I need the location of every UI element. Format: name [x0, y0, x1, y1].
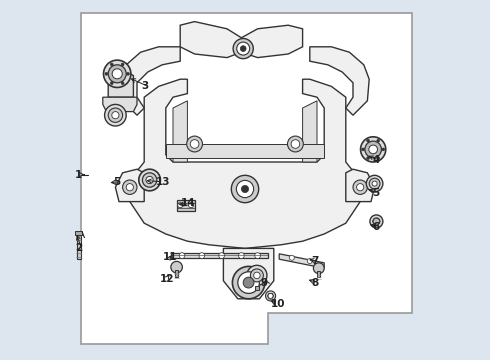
Polygon shape: [121, 47, 180, 115]
Circle shape: [178, 203, 183, 208]
Bar: [317, 271, 320, 277]
Circle shape: [361, 137, 386, 162]
Circle shape: [255, 253, 261, 258]
Circle shape: [266, 291, 275, 301]
Circle shape: [112, 69, 122, 79]
Circle shape: [105, 72, 108, 75]
Circle shape: [199, 253, 205, 258]
Circle shape: [189, 203, 194, 208]
Circle shape: [240, 46, 246, 51]
Circle shape: [126, 72, 129, 75]
Circle shape: [146, 176, 153, 184]
Circle shape: [187, 136, 202, 152]
Circle shape: [288, 136, 303, 152]
Circle shape: [232, 266, 265, 299]
Polygon shape: [166, 144, 324, 158]
Text: 5: 5: [114, 177, 121, 187]
Circle shape: [289, 255, 294, 260]
Circle shape: [108, 65, 126, 83]
Text: 11: 11: [163, 252, 178, 262]
Circle shape: [247, 265, 267, 285]
Circle shape: [382, 148, 385, 151]
Polygon shape: [310, 47, 369, 115]
Polygon shape: [303, 101, 317, 162]
Bar: [75, 231, 82, 235]
Polygon shape: [130, 79, 360, 248]
Circle shape: [243, 277, 254, 288]
Polygon shape: [103, 97, 137, 112]
Circle shape: [242, 185, 248, 193]
Text: 13: 13: [156, 177, 171, 187]
Circle shape: [190, 140, 199, 148]
Circle shape: [367, 139, 369, 142]
Circle shape: [268, 293, 273, 298]
Circle shape: [108, 108, 122, 122]
Polygon shape: [346, 169, 374, 202]
Bar: [76, 234, 81, 259]
Circle shape: [121, 82, 124, 85]
Text: 8: 8: [311, 278, 318, 288]
Circle shape: [370, 215, 383, 228]
Circle shape: [372, 181, 377, 186]
Circle shape: [365, 141, 381, 158]
Circle shape: [250, 269, 263, 282]
Circle shape: [112, 112, 119, 119]
Circle shape: [110, 82, 113, 85]
Polygon shape: [223, 248, 274, 299]
Text: 12: 12: [160, 274, 174, 284]
Circle shape: [307, 258, 312, 264]
Circle shape: [237, 42, 250, 55]
Text: 1: 1: [75, 170, 82, 180]
Text: 9: 9: [261, 278, 268, 288]
Circle shape: [314, 263, 324, 274]
Circle shape: [291, 140, 300, 148]
Text: 6: 6: [372, 222, 379, 232]
Circle shape: [369, 178, 380, 189]
Circle shape: [239, 253, 245, 258]
Circle shape: [233, 39, 253, 59]
Circle shape: [357, 184, 364, 191]
Text: 7: 7: [311, 256, 319, 266]
Circle shape: [143, 173, 157, 187]
Circle shape: [367, 157, 369, 159]
Polygon shape: [279, 254, 324, 268]
Polygon shape: [81, 13, 413, 344]
Polygon shape: [173, 101, 187, 162]
Circle shape: [362, 148, 365, 151]
Text: 2: 2: [75, 243, 82, 253]
Circle shape: [179, 253, 185, 258]
Circle shape: [373, 218, 380, 225]
Circle shape: [126, 184, 133, 191]
Circle shape: [377, 157, 380, 159]
Circle shape: [254, 272, 260, 279]
Circle shape: [103, 60, 131, 87]
Circle shape: [121, 63, 124, 66]
Polygon shape: [108, 68, 133, 97]
Circle shape: [122, 180, 137, 194]
Circle shape: [171, 261, 182, 273]
Circle shape: [231, 175, 259, 203]
Polygon shape: [176, 200, 195, 211]
Text: 14: 14: [181, 198, 196, 208]
Polygon shape: [171, 253, 269, 258]
Polygon shape: [116, 169, 144, 202]
Text: 10: 10: [271, 299, 286, 309]
Circle shape: [238, 272, 259, 293]
Bar: [175, 270, 178, 277]
Circle shape: [377, 139, 380, 142]
Bar: [255, 286, 259, 290]
Circle shape: [219, 253, 224, 258]
Text: 3: 3: [142, 81, 149, 91]
Circle shape: [139, 169, 160, 191]
Circle shape: [369, 145, 377, 154]
Text: 5: 5: [372, 188, 379, 198]
Circle shape: [236, 180, 254, 198]
Circle shape: [353, 180, 368, 194]
Circle shape: [367, 175, 383, 192]
Polygon shape: [180, 22, 303, 58]
Circle shape: [104, 104, 126, 126]
Circle shape: [110, 63, 113, 66]
Text: 4: 4: [372, 155, 379, 165]
